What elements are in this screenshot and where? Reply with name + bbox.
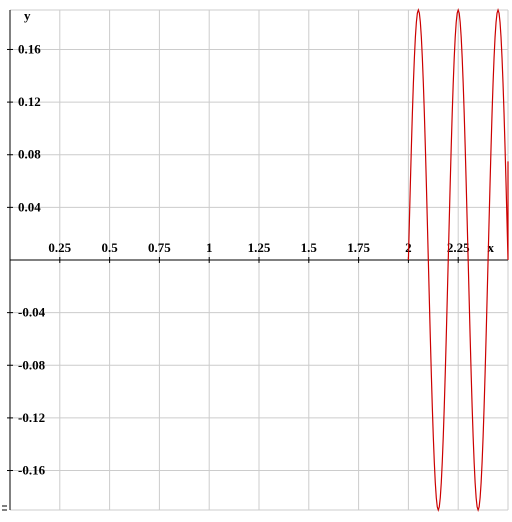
oscillation-chart: 0.250.50.7511.251.51.7522.250.040.080.12… bbox=[0, 0, 512, 522]
y-tick-label: -0.04 bbox=[18, 305, 46, 320]
x-tick-label: 0.75 bbox=[148, 240, 171, 255]
y-tick-label: -0.12 bbox=[18, 410, 45, 425]
x-tick-label: 1 bbox=[206, 240, 213, 255]
y-tick-label: 0.08 bbox=[18, 147, 41, 162]
y-tick-label: -0.08 bbox=[18, 357, 46, 372]
y-axis-label: y bbox=[24, 8, 31, 23]
x-tick-label: 1.5 bbox=[301, 240, 318, 255]
x-tick-label: 1.75 bbox=[347, 240, 370, 255]
x-tick-label: 0.5 bbox=[101, 240, 118, 255]
y-tick-label: 0.12 bbox=[18, 94, 41, 109]
x-tick-label: 0.25 bbox=[48, 240, 71, 255]
y-tick-label: -0.16 bbox=[18, 463, 46, 478]
x-tick-label: 1.25 bbox=[248, 240, 271, 255]
y-tick-label: 0.04 bbox=[18, 199, 41, 214]
y-tick-label: 0.16 bbox=[18, 41, 41, 56]
x-tick-label: 2.25 bbox=[447, 240, 470, 255]
chart-canvas: 0.250.50.7511.251.51.7522.250.040.080.12… bbox=[0, 0, 512, 522]
